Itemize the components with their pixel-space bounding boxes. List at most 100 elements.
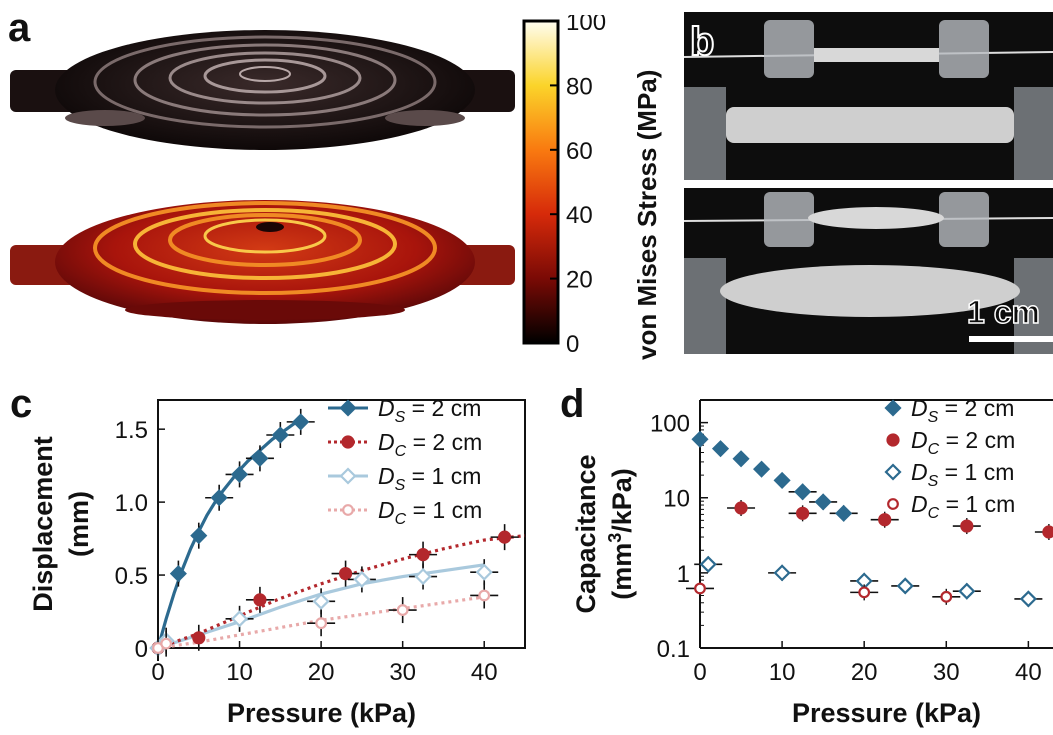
data-point [338,567,353,581]
data-point [886,433,900,447]
data-point [878,513,892,527]
data-point [814,493,832,511]
data-point [192,631,206,645]
y-tick-label: 1 [677,561,690,588]
x-tick-label: 0 [151,659,164,686]
data-point [478,589,491,602]
data-point [858,586,871,599]
legend-label: DC = 2 cm [378,429,482,460]
x-tick-label: 0 [693,659,706,686]
data-point [896,577,914,595]
x-tick-label: 20 [851,659,878,686]
y-tick-label: 1.5 [115,417,148,444]
data-point [253,593,267,607]
data-point [160,637,173,650]
data-point [796,506,810,520]
data-point [1019,590,1037,608]
colorbar-tick-label: 40 [566,202,593,229]
y-tick-label: 0.5 [115,563,148,590]
y-tick-label: 0 [135,636,148,663]
legend-label: DS = 1 cm [378,463,481,494]
data-point [884,463,902,481]
data-point [734,501,748,515]
colorbar-tick-label: 100 [566,15,606,36]
capacitance-chart: 0 10 20 30 40 0.1 1 10 100 Pressure (kPa) Capacita… [571,395,1053,728]
y-tick-label: 10 [663,486,690,513]
actuator-high-stress [10,200,515,324]
colorbar-title: von Mises Stress (MPa) [632,69,662,360]
data-point [940,590,953,603]
colorbar-tick-label: 20 [566,267,593,294]
x-tick-label: 30 [389,659,416,686]
colorbar-tick-label: 80 [566,73,593,100]
y-axis-unit: (mm) [64,491,94,557]
data-point [230,465,249,483]
y-axis-title: Displacement [28,436,58,612]
photo-unpressurized: b [684,12,1053,180]
y-tick-label: 100 [650,411,690,438]
data-point [732,450,750,468]
x-tick-label: 40 [1015,659,1042,686]
stress-simulation-figure [10,30,515,324]
data-point [339,467,357,485]
data-point [1042,525,1053,539]
legend-label: DC = 1 cm [378,497,482,528]
data-point [292,413,310,431]
panel-d-letter: d [560,382,585,426]
data-point [353,570,371,588]
data-point [230,610,249,628]
actuator-low-stress [10,30,515,150]
data-point [475,563,493,581]
colorbar: 0 20 40 60 80 100 [522,15,606,358]
x-tick-label: 10 [769,659,796,686]
plot-frame [157,399,526,649]
y-tick-label: 0.1 [657,636,690,663]
data-point [315,617,328,630]
displacement-chart: 0 10 20 30 40 0 0.5 1.0 1.5 Pressure (kPa) Displac… [28,395,526,728]
x-tick-label: 20 [308,659,335,686]
data-point [773,471,791,489]
data-point [190,527,208,545]
legend-label: DC = 2 cm [911,427,1015,458]
data-point [498,530,512,544]
series-fit-line [157,595,485,650]
scale-bar-label: 1 cm [966,293,1040,331]
panel-c-letter: c [10,382,33,426]
legend-label: DS = 1 cm [911,459,1014,490]
x-tick-label: 40 [471,659,498,686]
panel-b-letter: b [689,19,715,65]
legend-label: DC = 1 cm [911,491,1015,522]
data-point [271,426,289,444]
data-point [958,582,976,600]
x-axis-title: Pressure (kPa) [227,698,416,728]
data-point [414,567,432,586]
data-point [342,504,354,516]
data-point [835,504,853,522]
data-point [312,592,330,610]
colorbar-tick-label: 0 [566,331,579,358]
data-point [169,565,187,583]
data-point [960,519,974,533]
data-point [884,399,902,417]
y-tick-label: 1.0 [115,490,148,517]
scale-bar [969,336,1053,342]
data-point [251,449,269,467]
data-point [339,399,357,417]
legend-label: DS = 2 cm [378,395,481,426]
data-point [416,548,430,562]
data-point [210,489,228,507]
data-point [711,440,730,458]
data-point [753,460,771,478]
panel-a-letter: a [8,6,31,50]
data-point [887,498,899,510]
data-point [396,604,409,616]
y-axis-unit: (mm3/kPa) [605,468,637,600]
series-fit-line [156,417,304,649]
data-point [773,564,791,582]
legend-label: DS = 2 cm [911,395,1014,426]
data-point [794,483,812,501]
data-point [699,555,717,573]
x-tick-label: 30 [933,659,960,686]
colorbar-tick-label: 60 [566,138,593,165]
y-axis-title: Capacitance [571,454,601,613]
